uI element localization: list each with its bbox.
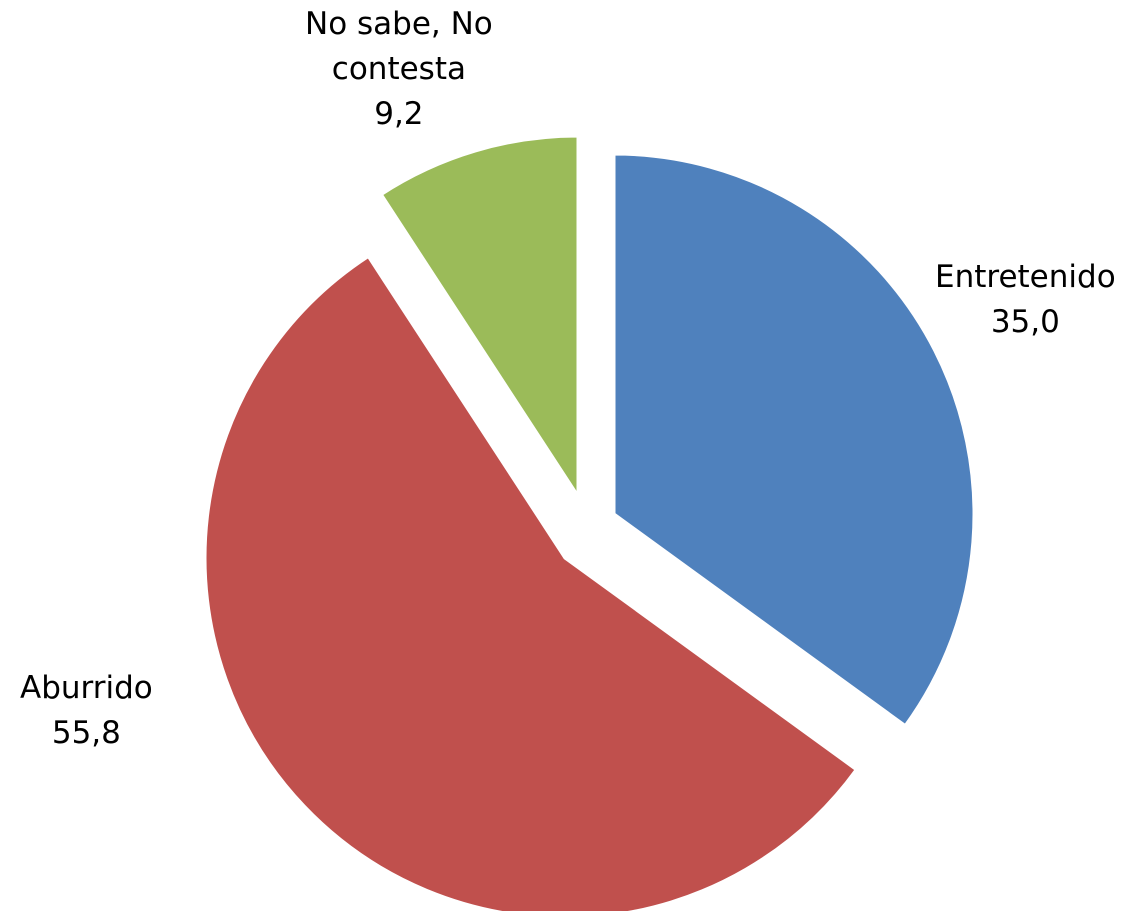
data-label-no-sabe-name-line1: No sabe, No [305,2,493,47]
data-label-no-sabe-name-line2: contesta [305,47,493,92]
data-label-aburrido: Aburrido 55,8 [20,666,153,756]
data-label-entretenido-name: Entretenido [935,255,1116,300]
data-label-aburrido-value: 55,8 [20,711,153,756]
data-label-no-sabe-value: 9,2 [305,92,493,137]
data-label-entretenido: Entretenido 35,0 [935,255,1116,345]
data-label-aburrido-name: Aburrido [20,666,153,711]
data-label-entretenido-value: 35,0 [935,300,1116,345]
data-label-no-sabe: No sabe, No contesta 9,2 [305,2,493,137]
